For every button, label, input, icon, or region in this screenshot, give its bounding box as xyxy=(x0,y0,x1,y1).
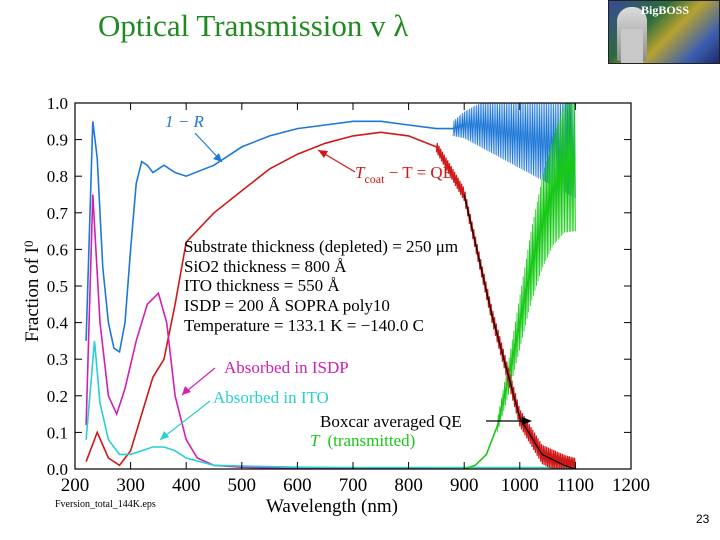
label-transmitted: T (transmitted) xyxy=(310,431,415,450)
y-tick-label: 0.9 xyxy=(47,131,68,150)
label-ito: Absorbed in ITO xyxy=(213,388,329,407)
param-isdp: ISDP = 200 Å SOPRA poly10 xyxy=(184,296,390,315)
x-tick-label: 700 xyxy=(339,475,368,496)
filename-caption: Fversion_total_144K.eps xyxy=(55,499,156,510)
label-one-minus-r: 1 − R xyxy=(165,112,204,131)
y-tick-label: 0.1 xyxy=(47,423,68,442)
x-tick-label: 500 xyxy=(228,475,257,496)
y-tick-label: 0.6 xyxy=(47,240,68,259)
label-qe: Tcoat − T = QE xyxy=(355,163,453,186)
y-tick-label: 0.3 xyxy=(47,350,68,369)
series-isdp xyxy=(85,194,465,469)
arrowhead-isdp xyxy=(182,386,191,395)
qe-fringe xyxy=(435,142,576,469)
x-tick-label: 1000 xyxy=(501,475,539,496)
x-tick-label: 800 xyxy=(394,475,423,496)
x-axis-label: Wavelength (nm) xyxy=(266,496,398,517)
y-tick-label: 0.5 xyxy=(47,277,68,296)
label-isdp: Absorbed in ISDP xyxy=(224,358,349,377)
x-tick-label: 300 xyxy=(116,475,145,496)
slide-title: Optical Transmission v λ xyxy=(98,8,409,43)
y-axis-label: Fraction of I0 xyxy=(21,241,43,342)
x-tick-label: 1100 xyxy=(557,475,594,496)
y-tick-label: 0.0 xyxy=(47,460,68,479)
param-ito: ITO thickness = 550 Å xyxy=(184,276,340,295)
y-tick-label: 1.0 xyxy=(47,94,68,113)
arrowhead-qe xyxy=(318,150,328,158)
series-one_minus_R xyxy=(85,120,465,354)
x-tick-label: 600 xyxy=(283,475,312,496)
telescope-tower-icon xyxy=(621,29,643,63)
bigboss-logo: BigBOSS xyxy=(608,0,720,64)
arrowhead-boxcar xyxy=(522,417,532,425)
label-boxcar: Boxcar averaged QE xyxy=(320,412,462,431)
one_minus_R-fringe xyxy=(452,103,576,199)
y-tick-label: 0.7 xyxy=(47,204,69,223)
x-tick-label: 200 xyxy=(61,475,90,496)
x-tick-label: 1200 xyxy=(612,475,650,496)
y-tick-label: 0.8 xyxy=(47,167,68,186)
arrowhead-one-minus-r xyxy=(213,153,222,162)
arrowhead-ito xyxy=(160,431,169,440)
logo-text: BigBOSS xyxy=(641,3,690,17)
y-tick-label: 0.4 xyxy=(47,314,69,333)
parameters-block: Substrate thickness (depleted) = 250 μm … xyxy=(184,237,458,335)
ticks-layer: 200 300 400 500 600 700 800 900 1000 1100 1200 0.0 0… xyxy=(47,94,650,496)
arrow-ito xyxy=(159,400,211,441)
param-temperature: Temperature = 133.1 K = −140.0 C xyxy=(184,316,424,335)
transmitted-fringe xyxy=(497,103,576,433)
plot-frame xyxy=(74,102,632,470)
x-tick-label: 900 xyxy=(450,475,479,496)
x-tick-label: 400 xyxy=(172,475,201,496)
y-tick-label: 0.2 xyxy=(47,387,68,406)
page-number: 23 xyxy=(696,512,710,526)
param-substrate: Substrate thickness (depleted) = 250 μm xyxy=(184,237,458,256)
param-sio2: SiO2 thickness = 800 Å xyxy=(184,257,347,276)
series-boxcar xyxy=(463,194,576,469)
